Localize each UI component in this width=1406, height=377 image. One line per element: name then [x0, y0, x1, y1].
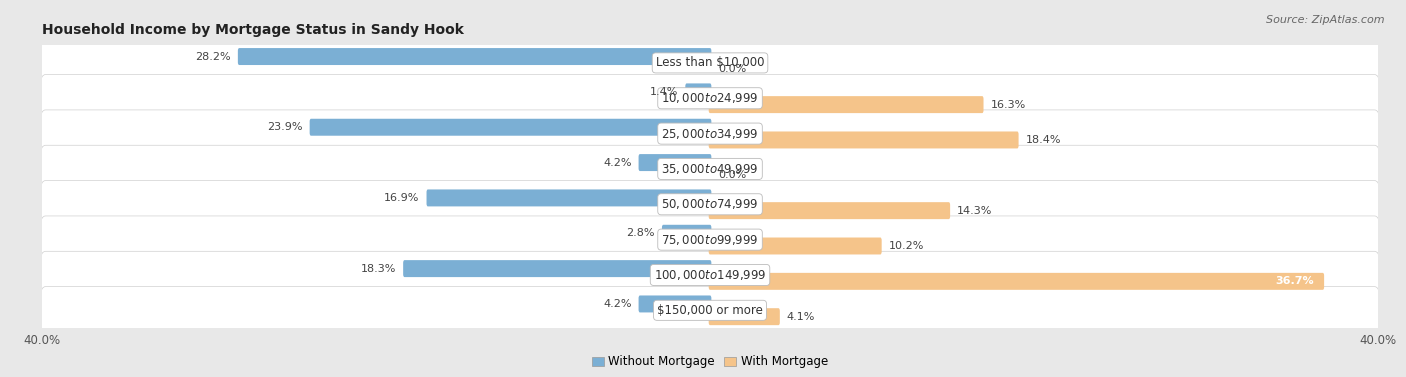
Text: $50,000 to $74,999: $50,000 to $74,999 [661, 197, 759, 211]
Text: 0.0%: 0.0% [718, 170, 747, 180]
Text: 23.9%: 23.9% [267, 122, 302, 132]
Text: $35,000 to $49,999: $35,000 to $49,999 [661, 162, 759, 176]
Text: $75,000 to $99,999: $75,000 to $99,999 [661, 233, 759, 247]
Text: 10.2%: 10.2% [889, 241, 924, 251]
Text: 4.2%: 4.2% [603, 299, 631, 309]
Text: Source: ZipAtlas.com: Source: ZipAtlas.com [1267, 15, 1385, 25]
FancyBboxPatch shape [662, 225, 711, 242]
Text: 18.3%: 18.3% [361, 264, 396, 274]
FancyBboxPatch shape [426, 189, 711, 207]
FancyBboxPatch shape [709, 273, 1324, 290]
Text: $25,000 to $34,999: $25,000 to $34,999 [661, 127, 759, 141]
FancyBboxPatch shape [709, 132, 1018, 149]
Text: 28.2%: 28.2% [195, 52, 231, 61]
FancyBboxPatch shape [709, 238, 882, 254]
Text: 2.8%: 2.8% [627, 228, 655, 238]
FancyBboxPatch shape [41, 181, 1379, 228]
Text: 14.3%: 14.3% [957, 205, 993, 216]
Text: 0.0%: 0.0% [718, 64, 747, 74]
Text: 1.4%: 1.4% [650, 87, 678, 97]
Text: 16.9%: 16.9% [384, 193, 419, 203]
FancyBboxPatch shape [709, 308, 780, 325]
Legend: Without Mortgage, With Mortgage: Without Mortgage, With Mortgage [588, 351, 832, 373]
FancyBboxPatch shape [41, 145, 1379, 193]
FancyBboxPatch shape [41, 216, 1379, 263]
Text: Household Income by Mortgage Status in Sandy Hook: Household Income by Mortgage Status in S… [42, 23, 464, 37]
FancyBboxPatch shape [41, 287, 1379, 334]
Text: $100,000 to $149,999: $100,000 to $149,999 [654, 268, 766, 282]
Text: 36.7%: 36.7% [1275, 276, 1315, 287]
Text: $10,000 to $24,999: $10,000 to $24,999 [661, 91, 759, 105]
Text: 4.1%: 4.1% [787, 312, 815, 322]
FancyBboxPatch shape [41, 39, 1379, 87]
FancyBboxPatch shape [238, 48, 711, 65]
FancyBboxPatch shape [41, 75, 1379, 122]
FancyBboxPatch shape [709, 202, 950, 219]
FancyBboxPatch shape [41, 110, 1379, 157]
FancyBboxPatch shape [638, 154, 711, 171]
Text: Less than $10,000: Less than $10,000 [655, 57, 765, 69]
Text: 16.3%: 16.3% [990, 100, 1026, 110]
FancyBboxPatch shape [709, 96, 984, 113]
Text: 4.2%: 4.2% [603, 158, 631, 168]
FancyBboxPatch shape [685, 83, 711, 100]
FancyBboxPatch shape [638, 296, 711, 313]
FancyBboxPatch shape [309, 119, 711, 136]
FancyBboxPatch shape [41, 251, 1379, 299]
FancyBboxPatch shape [404, 260, 711, 277]
Text: $150,000 or more: $150,000 or more [657, 304, 763, 317]
Text: 18.4%: 18.4% [1025, 135, 1062, 145]
